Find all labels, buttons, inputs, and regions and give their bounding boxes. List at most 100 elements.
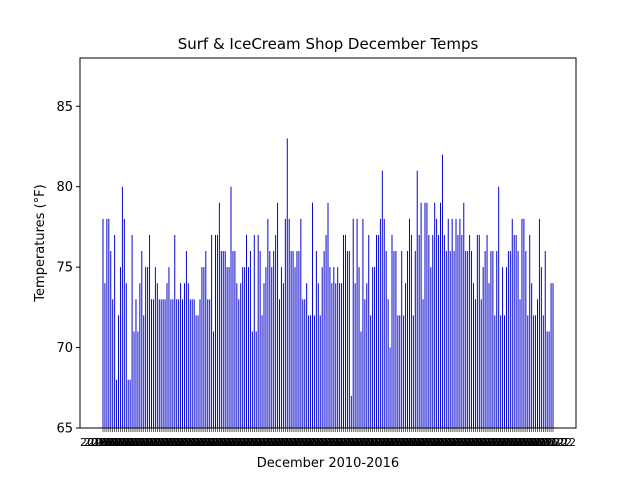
bar <box>240 283 242 428</box>
bar <box>348 251 350 428</box>
x-tick-label: 2016-12 <box>495 436 541 449</box>
x-tick-label: 2016-12 <box>421 436 467 449</box>
x-tick-label: 2016-12 <box>127 436 173 449</box>
bar <box>226 267 228 428</box>
x-tick-label: 2016-12 <box>305 436 351 449</box>
bar <box>457 234 459 428</box>
bar <box>385 251 387 428</box>
bar <box>282 283 284 428</box>
bar <box>374 267 376 428</box>
x-tick-label: 2016-12 <box>293 436 339 449</box>
bar <box>544 251 546 428</box>
bar <box>112 299 114 428</box>
x-tick-label: 2016-12 <box>282 436 328 449</box>
x-axis-label: December 2010-2016 <box>257 456 399 471</box>
x-tick-label: 2016-12 <box>99 436 145 449</box>
bar <box>201 267 203 428</box>
x-tick-label: 2016-12 <box>165 436 211 449</box>
bar <box>441 154 443 428</box>
bars-layer <box>102 138 554 429</box>
bar <box>242 267 244 428</box>
x-tick-label: 2016-12 <box>134 436 180 449</box>
bar <box>498 186 500 428</box>
bar <box>408 218 410 428</box>
bar <box>403 315 405 428</box>
bar <box>337 267 339 428</box>
bar <box>372 267 374 428</box>
bar <box>410 234 412 428</box>
bar <box>257 234 259 428</box>
bar <box>339 283 341 428</box>
x-tick-label: 2016-12 <box>142 436 188 449</box>
bar <box>513 234 515 428</box>
bar <box>213 331 215 428</box>
bar <box>393 251 395 428</box>
x-tick-label: 2016-12 <box>402 436 448 449</box>
bar <box>151 299 152 428</box>
bar <box>174 234 176 428</box>
bar <box>304 299 306 428</box>
bar <box>182 299 184 428</box>
bar <box>329 267 331 428</box>
x-tick-label: 2016-12 <box>367 436 413 449</box>
bar <box>540 267 542 428</box>
x-tick-label: 2016-12 <box>371 436 417 449</box>
bar <box>205 251 207 428</box>
x-tick-label: 2016-12 <box>328 436 374 449</box>
bar <box>325 234 327 428</box>
bar <box>193 299 195 428</box>
x-tick-label: 2016-12 <box>301 436 347 449</box>
bar <box>189 299 191 428</box>
x-tick-label: 2016-12 <box>251 436 297 449</box>
bar <box>542 315 544 428</box>
bar <box>152 299 154 428</box>
bar <box>422 299 424 428</box>
bar <box>538 218 540 428</box>
bar <box>246 234 248 428</box>
bar <box>377 234 379 428</box>
x-tick-label: 2016-12 <box>313 436 359 449</box>
bar <box>335 283 337 428</box>
bar <box>166 283 168 428</box>
bar <box>211 234 213 428</box>
bar <box>296 251 298 428</box>
x-tick-label: 2016-12 <box>386 436 432 449</box>
bar <box>323 251 325 428</box>
x-tick-label: 2016-12 <box>196 436 242 449</box>
bar <box>505 267 507 428</box>
x-tick-label: 2016-12 <box>138 436 184 449</box>
bar <box>327 202 329 428</box>
bar <box>463 202 465 428</box>
y-tick-label: 65 <box>56 422 73 437</box>
bar <box>469 234 471 428</box>
bar <box>362 218 364 428</box>
x-tick-label: 2016-12 <box>394 436 440 449</box>
bar <box>331 283 333 428</box>
bar <box>366 283 368 428</box>
bar <box>500 315 502 428</box>
x-tick-label: 2016-12 <box>437 436 483 449</box>
bar <box>358 267 360 428</box>
x-tick-label: 2016-12 <box>235 436 281 449</box>
bar <box>308 315 310 428</box>
bar <box>183 283 185 428</box>
bar <box>461 234 463 428</box>
bar <box>209 299 211 428</box>
bar <box>438 234 440 428</box>
bar <box>379 218 381 428</box>
bar <box>321 267 323 428</box>
bar <box>199 299 201 428</box>
bar <box>523 218 525 428</box>
x-tick-label: 2016-12 <box>398 436 444 449</box>
bar <box>405 283 407 428</box>
bar <box>476 234 478 428</box>
bar <box>154 267 156 428</box>
bar <box>383 218 385 428</box>
x-tick-label: 2016-12 <box>522 436 568 449</box>
bar <box>220 251 222 428</box>
x-tick-label: 2016-12 <box>410 436 456 449</box>
bar <box>496 251 498 428</box>
x-tick-label: 2016-12 <box>452 436 498 449</box>
bar <box>273 251 275 428</box>
